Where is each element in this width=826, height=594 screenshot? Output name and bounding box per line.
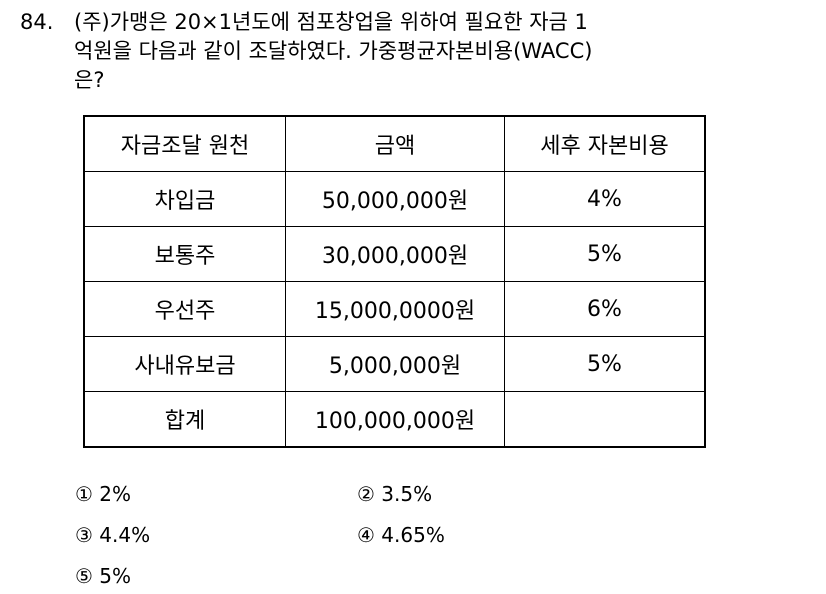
- option: ② 3.5%: [357, 482, 433, 506]
- table-cell: 6%: [504, 281, 706, 337]
- option: ③ 4.4%: [75, 523, 151, 547]
- table-cell: 5%: [504, 226, 706, 282]
- table-cell: 5%: [504, 336, 706, 392]
- header-cell: 금액: [285, 115, 505, 172]
- data-table: 자금조달 원천 금액 세후 자본비용 차입금 50,000,000원 4% 보통주 30,00…: [83, 115, 706, 448]
- table-cell: [504, 391, 706, 448]
- question-line: 억원을 다음과 같이 조달하였다. 가중평균자본비용(WACC): [74, 39, 593, 63]
- table-cell: 우선주: [83, 281, 286, 337]
- table-cell: 보통주: [83, 226, 286, 282]
- header-cell: 세후 자본비용: [504, 115, 706, 172]
- header-row: 자금조달 원천 금액 세후 자본비용: [83, 115, 706, 172]
- question-line: 은?: [74, 68, 105, 92]
- table-cell: 100,000,000원: [285, 391, 505, 448]
- question-number: 84.: [20, 10, 54, 34]
- option: ⑤ 5%: [75, 564, 132, 588]
- table-row: 사내유보금 5,000,000원 5%: [83, 336, 706, 392]
- table-cell: 30,000,000원: [285, 226, 505, 282]
- option: ① 2%: [75, 482, 132, 506]
- question: 84. (주)가맹은 20×1년도에 점포창업을 위하여 필요한 자금 1 억원을…: [20, 8, 592, 95]
- question-text: (주)가맹은 20×1년도에 점포창업을 위하여 필요한 자금 1 억원을 다음과…: [74, 8, 592, 95]
- question-line: (주)가맹은 20×1년도에 점포창업을 위하여 필요한 자금 1: [74, 10, 588, 34]
- table-cell: 차입금: [83, 171, 286, 227]
- table-cell: 사내유보금: [83, 336, 286, 392]
- table-cell: 합계: [83, 391, 286, 448]
- table-row: 차입금 50,000,000원 4%: [83, 171, 706, 227]
- option: ④ 4.65%: [357, 523, 445, 547]
- table-cell: 5,000,000원: [285, 336, 505, 392]
- table-row: 합계 100,000,000원: [83, 391, 706, 448]
- table-row: 우선주 15,000,0000원 6%: [83, 281, 706, 337]
- table-cell: 15,000,0000원: [285, 281, 505, 337]
- table-cell: 50,000,000원: [285, 171, 505, 227]
- table-row: 보통주 30,000,000원 5%: [83, 226, 706, 282]
- table-cell: 4%: [504, 171, 706, 227]
- header-cell: 자금조달 원천: [83, 115, 286, 172]
